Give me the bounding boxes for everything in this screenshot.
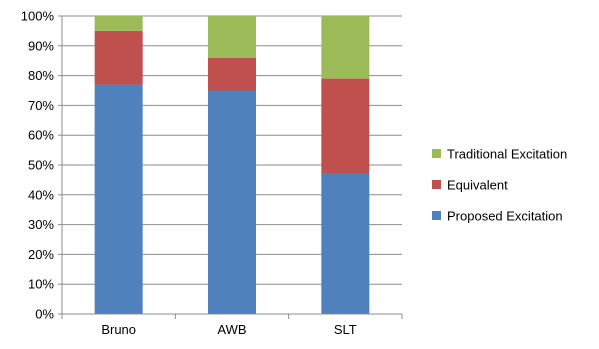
y-tick-label: 10% — [28, 277, 54, 292]
legend-label: Traditional Excitation — [447, 147, 567, 162]
y-tick-label: 50% — [28, 158, 54, 173]
bar-segment-awb-equivalent — [208, 57, 256, 91]
bar-segment-slt-traditional-excitation — [321, 16, 370, 79]
y-tick-label: 70% — [28, 98, 54, 113]
axes — [58, 15, 403, 319]
bar-segment-awb-proposed-excitation — [208, 90, 256, 314]
y-tick-label: 0% — [35, 307, 54, 322]
x-tick-label: SLT — [334, 322, 357, 337]
y-tick-label: 60% — [28, 128, 54, 143]
x-tick-label: AWB — [217, 322, 246, 337]
legend-swatch-proposed-excitation — [432, 211, 441, 220]
y-tick-labels: 0% 10% 20% 30% 40% 50% 60% 70% 80% 90% 100% — [21, 9, 55, 322]
y-tick-label: 30% — [28, 217, 54, 232]
x-tick-labels: Bruno AWB SLT — [101, 322, 357, 337]
y-tick-label: 100% — [21, 9, 55, 24]
x-tick-label: Bruno — [101, 322, 136, 337]
bar-segment-bruno-proposed-excitation — [94, 84, 143, 314]
y-tick-label: 90% — [28, 38, 54, 53]
legend-label: Equivalent — [447, 178, 508, 193]
bars — [94, 16, 370, 314]
y-tick-label: 20% — [28, 247, 54, 262]
bar-segment-slt-proposed-excitation — [321, 173, 370, 314]
bar-segment-awb-traditional-excitation — [208, 16, 256, 58]
bar-segment-slt-equivalent — [321, 78, 370, 174]
bar-segment-bruno-traditional-excitation — [94, 16, 143, 31]
bar-segment-bruno-equivalent — [94, 30, 143, 85]
y-tick-label: 80% — [28, 68, 54, 83]
y-tick-label: 40% — [28, 187, 54, 202]
legend: Traditional Excitation Equivalent Proposed… — [432, 147, 567, 224]
legend-label: Proposed Excitation — [447, 209, 563, 224]
legend-swatch-traditional-excitation — [432, 149, 441, 158]
legend-swatch-equivalent — [432, 180, 441, 189]
